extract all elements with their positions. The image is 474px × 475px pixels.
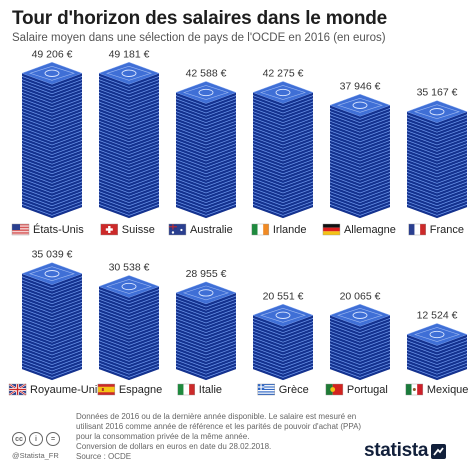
data-label: 49 206 € <box>32 48 73 60</box>
footer-source: Source : OCDE <box>76 452 132 461</box>
data-label: 30 538 € <box>109 262 150 274</box>
bar <box>329 94 391 219</box>
category-label: États-Unis <box>33 223 84 236</box>
footer-note-line: pour la consommation privée de la même a… <box>76 432 250 441</box>
flag-mx-icon <box>405 383 424 396</box>
bar <box>252 304 314 381</box>
category-label: Royaume-Uni <box>30 384 97 396</box>
bar <box>329 304 391 381</box>
bar <box>175 281 237 381</box>
category-label: Suisse <box>122 224 155 236</box>
data-label: 42 588 € <box>186 68 227 80</box>
bar-group: 49 206 € États-Unis <box>11 48 84 236</box>
bar <box>406 323 468 381</box>
chart-title: Tour d'horizon des salaires dans le mond… <box>12 8 387 29</box>
flag-au-icon <box>168 223 187 236</box>
bar <box>252 81 314 219</box>
chart-subtitle: Salaire moyen dans une sélection de pays… <box>12 32 386 44</box>
data-label: 49 181 € <box>109 48 150 60</box>
bar-group: 20 551 € Grèce <box>252 290 314 396</box>
bar <box>98 62 160 219</box>
category-label: Italie <box>199 384 222 396</box>
category-label: Grèce <box>279 384 309 396</box>
bar <box>175 81 237 219</box>
category-label: Australie <box>190 224 233 236</box>
data-label: 28 955 € <box>186 268 227 280</box>
brand-name: statista <box>364 440 429 461</box>
flag-pt-icon <box>325 383 344 396</box>
category-label: France <box>430 224 464 236</box>
bar-group: 35 039 € Royaume-Uni <box>8 249 97 396</box>
no-derivatives-icon: = <box>46 432 60 446</box>
flag-gr-icon <box>257 383 275 396</box>
bar-group: 37 946 € Allemagne <box>322 80 396 236</box>
flag-ch-icon <box>100 223 119 236</box>
statista-logo-icon <box>431 443 447 459</box>
bar-group: 42 588 € Australie <box>168 68 237 236</box>
bar <box>21 262 83 381</box>
footer-note: Données de 2016 ou de la dernière année … <box>76 412 362 462</box>
footer-note-line: Données de 2016 ou de la dernière année … <box>76 412 357 421</box>
bar-group: 35 167 € France <box>406 87 468 236</box>
category-label: Irlande <box>273 224 307 236</box>
flag-fr-icon <box>408 223 426 236</box>
category-label: Portugal <box>347 384 388 396</box>
flag-es-icon <box>97 383 116 396</box>
data-label: 35 039 € <box>32 249 73 261</box>
footer-note-line: utilisant 2016 comme année de référence … <box>76 422 362 431</box>
footer-note-line: Conversion de dollars en euros en date d… <box>76 442 272 451</box>
bar <box>98 275 160 381</box>
bar-group: 49 181 € Suisse <box>98 48 160 236</box>
statista-logo[interactable]: statista <box>364 440 447 462</box>
salary-chart: 49 206 € États-Unis 49 181 € Suisse 42 588 €… <box>8 48 469 396</box>
category-label: Allemagne <box>344 224 396 236</box>
bar <box>21 62 83 219</box>
data-label: 42 275 € <box>263 68 304 80</box>
bar-group: 28 955 € Italie <box>175 268 237 396</box>
category-label: Mexique <box>427 384 469 396</box>
bar-group: 30 538 € Espagne <box>97 262 162 396</box>
cc-icon: cc <box>12 432 26 446</box>
data-label: 12 524 € <box>417 310 458 322</box>
flag-it-icon <box>177 383 196 396</box>
flag-gb-icon <box>8 383 27 396</box>
flag-ie-icon <box>251 223 270 236</box>
data-label: 35 167 € <box>417 87 458 99</box>
data-label: 20 065 € <box>340 290 381 302</box>
data-label: 20 551 € <box>263 290 304 302</box>
flag-de-icon <box>322 223 341 236</box>
twitter-handle[interactable]: @Statista_FR <box>12 451 59 460</box>
data-label: 37 946 € <box>340 80 381 92</box>
bar <box>406 100 468 219</box>
category-label: Espagne <box>119 384 162 396</box>
creative-commons-badge: cc i = <box>12 432 60 446</box>
flag-us-icon <box>11 223 30 236</box>
bar-group: 20 065 € Portugal <box>325 290 391 396</box>
bar-group: 12 524 € Mexique <box>405 310 469 396</box>
bar-group: 42 275 € Irlande <box>251 68 314 236</box>
attribution-icon: i <box>29 432 43 446</box>
